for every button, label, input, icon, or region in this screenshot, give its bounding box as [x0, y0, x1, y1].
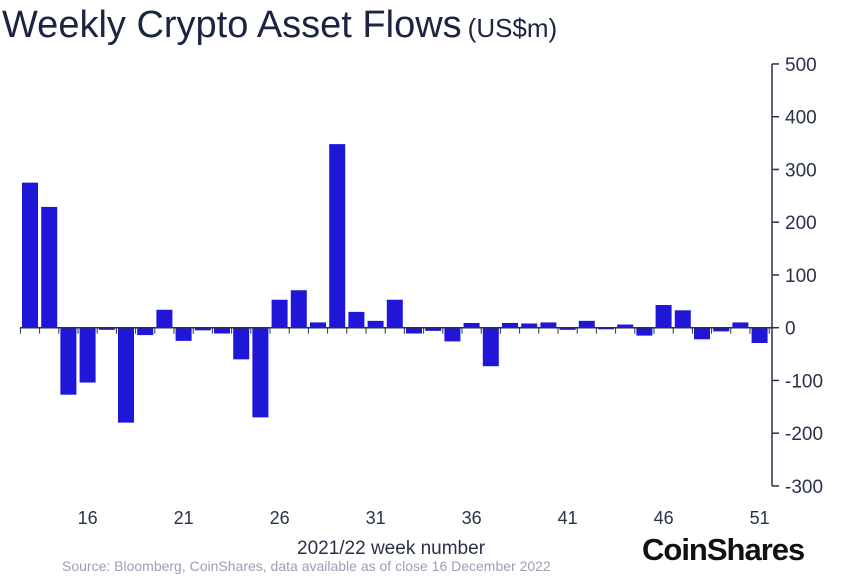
bar-week-13: [22, 182, 38, 328]
bar-week-48: [694, 327, 710, 340]
bar-week-41: [559, 327, 576, 330]
bar-week-16: [79, 327, 96, 383]
bar-week-50: [732, 322, 749, 328]
x-tick-label: 46: [654, 508, 674, 528]
bar-week-45: [636, 327, 653, 336]
x-tick-label: 51: [750, 508, 770, 528]
x-axis-label: 2021/22 week number: [297, 538, 486, 559]
x-tick-label: 21: [174, 508, 194, 528]
bar-week-27: [290, 290, 307, 328]
bar-week-29: [329, 144, 346, 328]
bar-week-34: [425, 327, 442, 331]
x-tick-label: 36: [462, 508, 482, 528]
chart-title: Weekly Crypto Asset Flows (US$m): [2, 4, 557, 47]
bar-week-31: [367, 320, 384, 328]
bar-week-42: [578, 320, 595, 328]
bar-week-43: [598, 327, 614, 330]
x-tick-label: 16: [78, 508, 98, 528]
bar-week-25: [252, 327, 269, 418]
source-note: Source: Bloomberg, CoinShares, data avai…: [62, 558, 551, 574]
bar-week-49: [713, 327, 730, 332]
bar-week-51: [751, 327, 768, 343]
bar-week-15: [60, 327, 77, 395]
bar-week-36: [463, 322, 480, 328]
bar-week-21: [175, 327, 192, 341]
bar-week-17: [98, 327, 115, 330]
x-tick-label: 41: [558, 508, 578, 528]
bar-week-44: [617, 324, 634, 328]
y-tick-label: 400: [785, 108, 817, 129]
bar-week-14: [41, 206, 58, 328]
x-tick-label: 31: [366, 508, 386, 528]
bar-week-18: [118, 327, 134, 423]
y-tick-label: 0: [785, 319, 796, 340]
bar-week-33: [406, 327, 422, 334]
y-tick-label: 100: [785, 266, 817, 287]
bar-week-28: [310, 322, 326, 328]
bar-week-24: [233, 327, 250, 360]
bar-week-19: [137, 327, 154, 336]
bar-week-47: [674, 310, 691, 328]
y-tick-label: 500: [785, 55, 817, 76]
coinshares-logo: CoinShares: [642, 532, 805, 567]
bar-week-20: [156, 309, 173, 328]
title-unit: (US$m): [467, 13, 558, 43]
bar-week-39: [521, 323, 538, 328]
bar-week-46: [655, 305, 672, 328]
y-tick-label: 300: [785, 160, 817, 181]
bar-week-37: [482, 327, 499, 367]
bar-week-23: [214, 327, 230, 334]
bar-week-35: [444, 327, 461, 342]
title-text: Weekly Crypto Asset Flows: [2, 4, 462, 46]
bar-week-38: [502, 322, 518, 328]
y-tick-label: -100: [785, 371, 823, 392]
x-tick-label: 26: [270, 508, 290, 528]
y-tick-label: -300: [785, 477, 823, 498]
y-tick-label: 200: [785, 213, 817, 234]
bar-week-32: [386, 299, 403, 328]
bar-week-30: [348, 311, 365, 328]
bar-week-40: [540, 322, 557, 328]
bar-week-26: [271, 299, 288, 328]
bar-week-22: [194, 327, 211, 331]
y-tick-label: -200: [785, 424, 823, 445]
